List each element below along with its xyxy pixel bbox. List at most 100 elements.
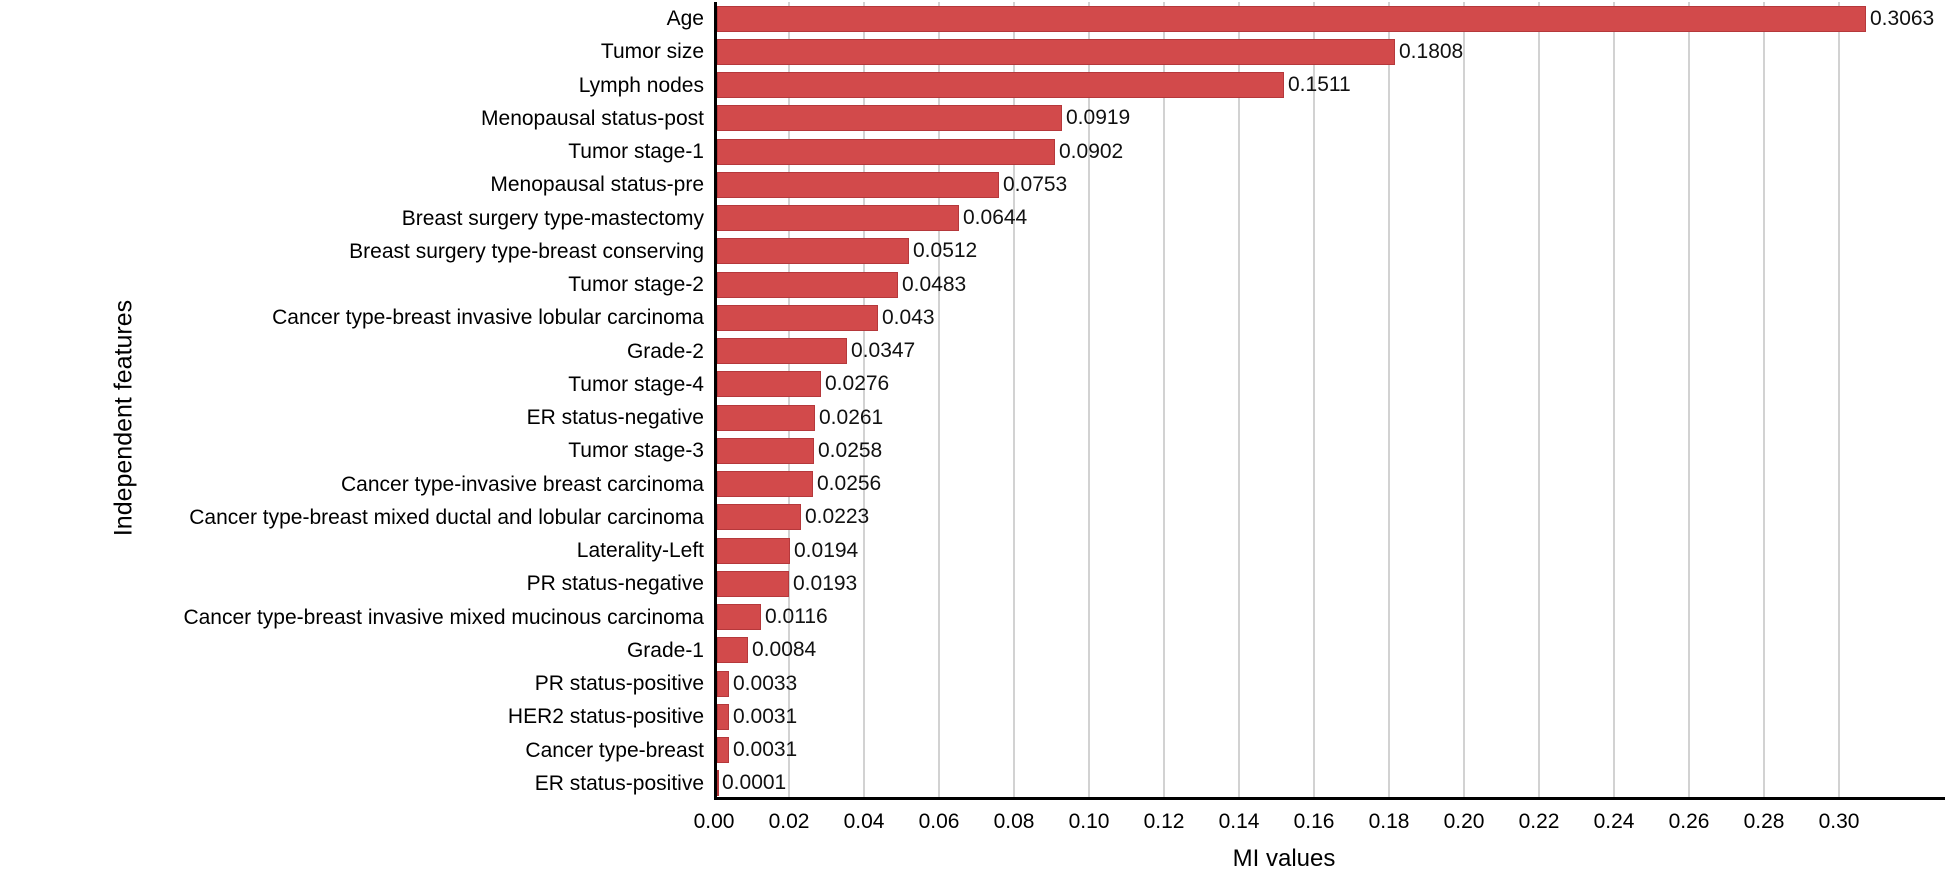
- bar: [717, 570, 789, 597]
- bar: [717, 271, 898, 298]
- value-label: 0.0193: [793, 571, 858, 595]
- bar: [717, 471, 813, 498]
- value-label: 0.0347: [851, 339, 916, 363]
- category-label: Breast surgery type-mastectomy: [401, 206, 704, 230]
- x-tick-label: 0.16: [1293, 810, 1335, 833]
- x-tick-label: 0.18: [1368, 810, 1410, 833]
- grid-line: [1238, 2, 1240, 797]
- category-label: Cancer type-breast invasive lobular carc…: [272, 306, 704, 330]
- bar: [717, 637, 748, 664]
- bar: [717, 205, 959, 232]
- category-label: Cancer type-invasive breast carcinoma: [341, 472, 704, 496]
- bar: [717, 537, 790, 564]
- value-label: 0.0223: [805, 505, 870, 529]
- x-axis-title: MI values: [1232, 845, 1336, 872]
- category-label: PR status-positive: [534, 672, 704, 696]
- category-label: Cancer type-breast: [525, 738, 704, 762]
- bar: [717, 72, 1284, 99]
- category-label: Tumor stage-2: [568, 273, 704, 297]
- value-label: 0.0256: [817, 472, 882, 496]
- grid-line: [788, 2, 790, 797]
- bar: [717, 138, 1055, 165]
- grid-line: [863, 2, 865, 797]
- category-label: Cancer type-breast mixed ductal and lobu…: [189, 505, 704, 529]
- category-label: ER status-positive: [534, 771, 704, 795]
- grid-line: [1163, 2, 1165, 797]
- value-label: 0.0644: [963, 206, 1028, 230]
- value-label: 0.0001: [722, 771, 787, 795]
- value-label: 0.0902: [1059, 139, 1124, 163]
- bar: [717, 437, 814, 464]
- category-label: HER2 status-positive: [507, 705, 704, 729]
- grid-line: [1688, 2, 1690, 797]
- plot-area: 0.3063 0.1808 0.1511 0.0919 0.0902 0.0753 0.06…: [714, 2, 1945, 800]
- x-tick-label: 0.06: [918, 810, 960, 833]
- value-label: 0.0031: [733, 704, 798, 728]
- category-label: Grade-2: [626, 339, 704, 363]
- value-label: 0.043: [882, 305, 935, 329]
- value-label: 0.1511: [1288, 73, 1351, 97]
- category-label: Breast surgery type-breast conserving: [349, 239, 704, 263]
- value-label: 0.0919: [1066, 106, 1131, 130]
- x-tick-label: 0.04: [843, 810, 885, 833]
- bar: [717, 171, 999, 198]
- grid-line: [1763, 2, 1765, 797]
- grid-line: [1838, 2, 1840, 797]
- grid-line: [1313, 2, 1315, 797]
- value-label: 0.1808: [1399, 39, 1464, 63]
- value-label: 0.0194: [794, 538, 859, 562]
- grid-line: [1463, 2, 1465, 797]
- grid-line: [1613, 2, 1615, 797]
- bar: [717, 504, 801, 531]
- category-label: Tumor stage-4: [568, 372, 704, 396]
- category-label: Tumor size: [600, 40, 704, 64]
- bar: [717, 304, 878, 331]
- grid-line: [1538, 2, 1540, 797]
- grid-line: [1013, 2, 1015, 797]
- category-label: Laterality-Left: [576, 539, 704, 563]
- value-label: 0.0031: [733, 738, 798, 762]
- category-label: Cancer type-breast invasive mixed mucino…: [183, 605, 704, 629]
- grid-line: [938, 2, 940, 797]
- x-tick-label: 0.28: [1743, 810, 1785, 833]
- bar: [717, 770, 719, 797]
- x-tick-label: 0.12: [1143, 810, 1185, 833]
- value-label: 0.0483: [902, 272, 967, 296]
- value-label: 0.0084: [752, 638, 817, 662]
- category-label: Age: [666, 7, 704, 31]
- grid-line: [1088, 2, 1090, 797]
- bar: [717, 737, 729, 764]
- value-label: 0.0753: [1003, 172, 1068, 196]
- x-tick-label: 0.14: [1218, 810, 1260, 833]
- x-tick-label: 0.24: [1593, 810, 1635, 833]
- bar: [717, 604, 761, 631]
- bar: [717, 404, 815, 431]
- x-tick-label: 0.10: [1068, 810, 1110, 833]
- x-tick-label: 0.22: [1518, 810, 1560, 833]
- x-tick-label: 0.02: [768, 810, 810, 833]
- category-label: Grade-1: [626, 638, 704, 662]
- category-label: ER status-negative: [526, 406, 704, 430]
- category-label: Tumor stage-1: [568, 140, 704, 164]
- bar: [717, 703, 729, 730]
- value-label: 0.0261: [819, 405, 884, 429]
- value-label: 0.0276: [825, 372, 890, 396]
- bar: [717, 338, 847, 365]
- category-label: Lymph nodes: [578, 73, 704, 97]
- value-label: 0.0033: [733, 671, 798, 695]
- x-tick-label: 0.30: [1818, 810, 1860, 833]
- value-label: 0.0258: [818, 438, 883, 462]
- value-label: 0.0116: [765, 605, 828, 629]
- bar: [717, 371, 821, 398]
- value-label: 0.3063: [1870, 6, 1935, 30]
- bar: [717, 670, 729, 697]
- category-label: Menopausal status-pre: [490, 173, 704, 197]
- x-tick-label: 0.00: [693, 810, 735, 833]
- x-tick-label: 0.08: [993, 810, 1035, 833]
- bar: [717, 105, 1062, 132]
- x-tick-label: 0.26: [1668, 810, 1710, 833]
- category-label: PR status-negative: [526, 572, 704, 596]
- category-label: Tumor stage-3: [568, 439, 704, 463]
- category-label: Menopausal status-post: [481, 106, 704, 130]
